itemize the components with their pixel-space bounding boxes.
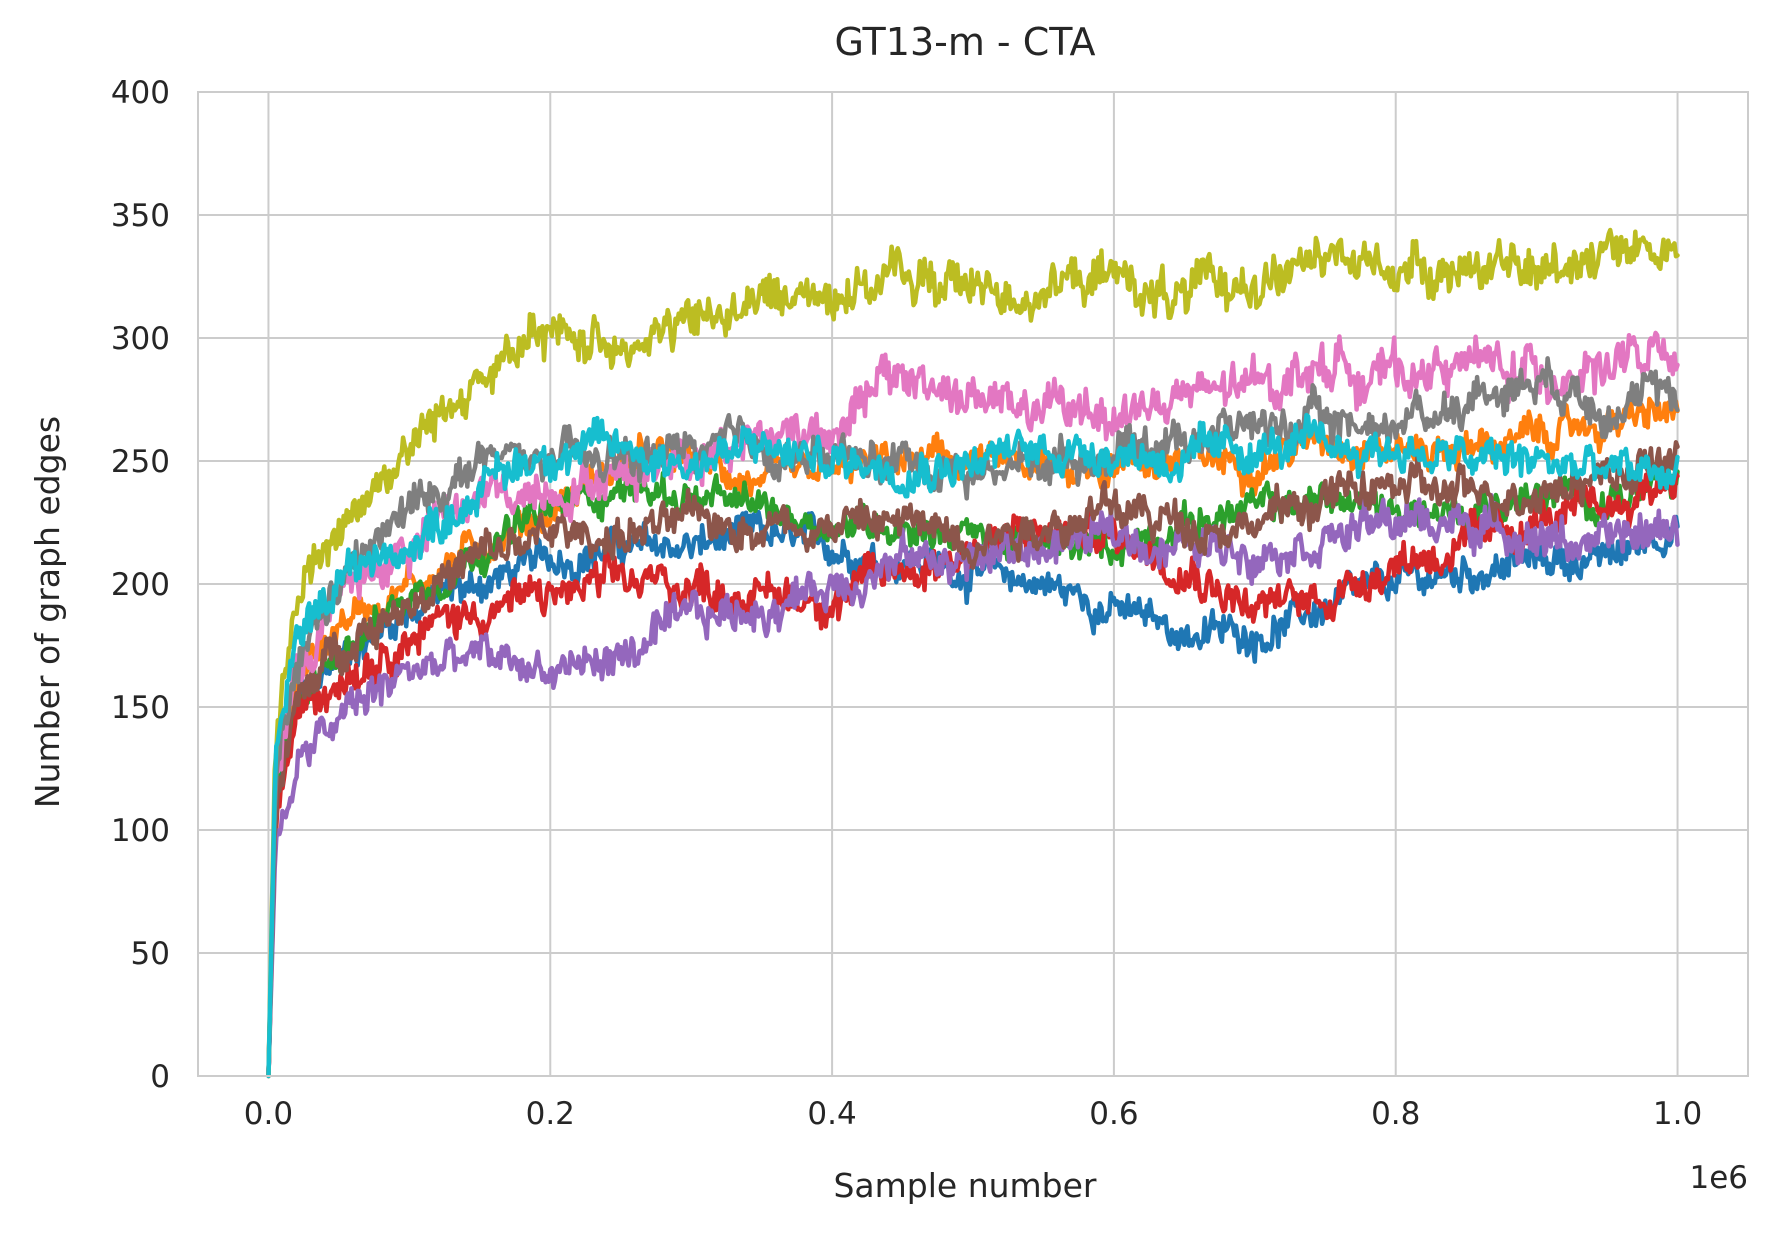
y-tick-label: 250 (111, 444, 170, 480)
x-tick-label: 0.8 (1371, 1096, 1420, 1132)
series-group (266, 227, 1680, 1079)
x-axis-label: Sample number (833, 1166, 1096, 1205)
y-tick-label: 150 (111, 690, 170, 726)
y-tick-label: 200 (111, 567, 170, 603)
y-tick-label: 50 (131, 936, 170, 972)
series-line-5 (266, 493, 1680, 1079)
y-axis-label: Number of graph edges (28, 416, 67, 808)
series-line-1 (266, 509, 1680, 1079)
x-tick-label: 0.2 (526, 1096, 575, 1132)
series-line-10 (266, 412, 1680, 1079)
series-line-9 (266, 227, 1680, 1079)
x-offset-label: 1e6 (1689, 1160, 1748, 1196)
y-tick-label: 400 (111, 75, 170, 111)
y-tick-label: 300 (111, 321, 170, 357)
y-tick-label: 100 (111, 813, 170, 849)
y-tick-label: 350 (111, 198, 170, 234)
x-tick-label: 0.6 (1089, 1096, 1138, 1132)
chart-title: GT13-m - CTA (834, 20, 1095, 64)
plot-frame (197, 91, 1749, 1077)
y-axis-ticks: 0 50 100 150 200 250 300 350 400 (111, 75, 170, 1095)
x-tick-label: 1.0 (1653, 1096, 1702, 1132)
x-tick-label: 0.0 (244, 1096, 293, 1132)
x-tick-label: 0.4 (807, 1096, 856, 1132)
series-line-8 (266, 356, 1680, 1079)
x-axis-ticks: 0.0 0.2 0.4 0.6 0.8 1.0 (244, 1096, 1702, 1132)
y-tick-label: 0 (150, 1059, 170, 1095)
series-line-6 (266, 440, 1680, 1079)
series-line-3 (266, 459, 1680, 1079)
